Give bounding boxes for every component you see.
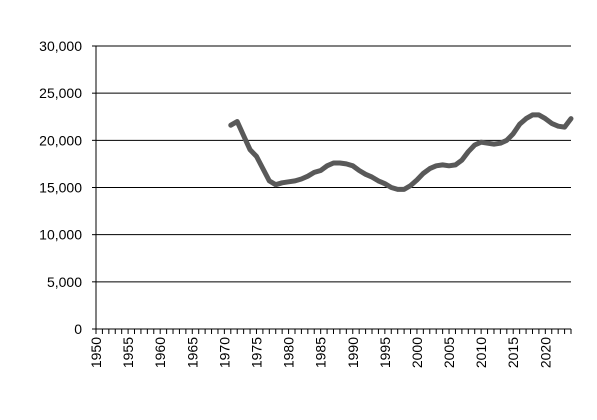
y-tick-label: 10,000 — [39, 227, 82, 243]
data-point — [325, 163, 330, 168]
data-point — [504, 138, 509, 143]
data-point — [241, 133, 246, 138]
data-point — [491, 142, 496, 147]
data-point — [382, 181, 387, 186]
data-point — [357, 168, 362, 173]
data-point — [543, 116, 548, 121]
x-tick-label: 1995 — [377, 337, 393, 368]
x-tick-label: 1965 — [184, 337, 200, 368]
gridlines — [96, 45, 571, 283]
data-point — [273, 182, 278, 187]
x-tick-label: 1950 — [88, 337, 104, 368]
x-tick-label: 1960 — [152, 337, 168, 368]
data-point — [536, 112, 541, 117]
data-point — [267, 178, 272, 183]
data-point — [549, 121, 554, 126]
data-point — [530, 112, 535, 117]
data-point — [421, 171, 426, 176]
data-point — [337, 160, 342, 165]
data-point — [402, 187, 407, 192]
data-point — [395, 187, 400, 192]
y-tick-labels: 0 5,000 10,000 15,000 20,000 25,000 30,000 — [39, 38, 82, 337]
data-point — [305, 174, 310, 179]
data-point — [344, 161, 349, 166]
data-point — [479, 140, 484, 145]
data-point — [312, 170, 317, 175]
data-point — [376, 178, 381, 183]
x-tick-label: 1975 — [248, 337, 264, 368]
x-tick-label: 1990 — [345, 337, 361, 368]
data-point — [427, 166, 432, 171]
x-tick-label: 2015 — [505, 337, 521, 368]
data-point — [485, 141, 490, 146]
data-point — [363, 172, 368, 177]
data-point — [318, 168, 323, 173]
data-point — [331, 160, 336, 165]
data-point — [459, 158, 464, 163]
data-point — [408, 183, 413, 188]
data-point — [350, 163, 355, 168]
y-tick-label: 30,000 — [39, 38, 82, 54]
y-tick-label: 15,000 — [39, 180, 82, 196]
data-point — [524, 116, 529, 121]
x-tick-label: 2010 — [473, 337, 489, 368]
x-tick-label: 1970 — [216, 337, 232, 368]
x-tick-label: 2005 — [441, 337, 457, 368]
data-point — [248, 147, 253, 152]
data-point — [235, 119, 240, 124]
data-point — [434, 163, 439, 168]
data-point — [472, 143, 477, 148]
data-point — [498, 141, 503, 146]
data-point — [389, 185, 394, 190]
y-tick-label: 20,000 — [39, 132, 82, 148]
x-tick-label: 2020 — [537, 337, 553, 368]
x-tick-label: 1980 — [281, 337, 297, 368]
data-point — [286, 179, 291, 184]
y-tick-label: 25,000 — [39, 85, 82, 101]
data-point — [414, 177, 419, 182]
data-point — [228, 123, 233, 128]
data-point — [254, 154, 259, 159]
x-tick-label: 1955 — [120, 337, 136, 368]
series-line — [228, 112, 574, 192]
data-point — [569, 116, 574, 121]
axes — [92, 45, 572, 334]
data-point — [517, 122, 522, 127]
data-point — [453, 162, 458, 167]
y-tick-label: 0 — [74, 321, 82, 337]
data-point — [511, 131, 516, 136]
data-point — [280, 180, 285, 185]
data-point — [447, 163, 452, 168]
y-tick-label: 5,000 — [47, 274, 82, 290]
x-tick-labels: 1950 1955 1960 1965 1970 1975 1980 1985 1990 1995… — [88, 337, 553, 368]
x-tick-label: 1985 — [313, 337, 329, 368]
data-point — [370, 175, 375, 180]
x-tick-label: 2000 — [409, 337, 425, 368]
data-point — [466, 149, 471, 154]
data-point — [292, 178, 297, 183]
data-point — [440, 162, 445, 167]
data-point — [299, 177, 304, 182]
data-point — [556, 124, 561, 129]
data-point — [562, 125, 567, 130]
data-point — [260, 166, 265, 171]
series — [228, 112, 574, 192]
